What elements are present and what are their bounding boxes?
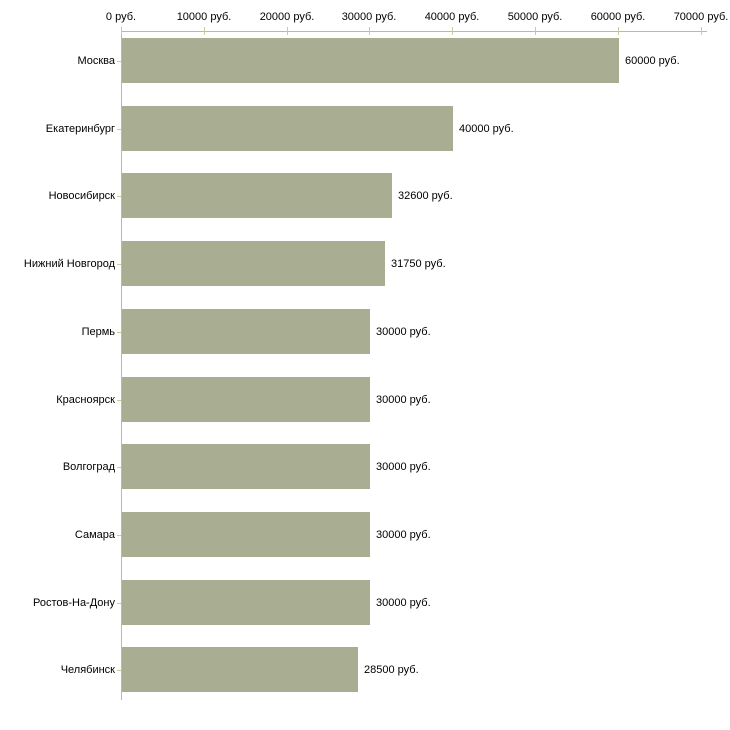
- y-tick-mark: [117, 264, 121, 265]
- x-tick-mark: [287, 27, 288, 35]
- x-tick-mark: [701, 27, 702, 35]
- x-tick-label: 20000 руб.: [259, 11, 315, 23]
- value-label: 40000 руб.: [459, 123, 514, 135]
- y-tick-mark: [117, 129, 121, 130]
- value-label: 28500 руб.: [364, 664, 419, 676]
- bar: [122, 309, 370, 354]
- bar: [122, 377, 370, 422]
- x-tick-label: 60000 руб.: [590, 11, 646, 23]
- x-tick-label: 0 руб.: [105, 11, 137, 23]
- y-tick-mark: [117, 670, 121, 671]
- y-axis-line: [121, 31, 122, 700]
- bar: [122, 38, 619, 83]
- value-label: 30000 руб.: [376, 529, 431, 541]
- category-label: Самара: [74, 529, 115, 541]
- category-label: Красноярск: [56, 394, 115, 406]
- y-tick-mark: [117, 535, 121, 536]
- x-tick-label: 50000 руб.: [507, 11, 563, 23]
- y-tick-mark: [117, 196, 121, 197]
- x-tick-label: 10000 руб.: [176, 11, 232, 23]
- category-label: Ростов-На-Дону: [32, 597, 115, 609]
- x-tick-mark: [535, 27, 536, 35]
- x-tick-mark: [618, 27, 619, 35]
- bar: [122, 241, 385, 286]
- y-tick-mark: [117, 603, 121, 604]
- bar: [122, 106, 453, 151]
- value-label: 60000 руб.: [625, 55, 680, 67]
- y-tick-mark: [117, 467, 121, 468]
- category-label: Пермь: [81, 326, 115, 338]
- category-label: Москва: [77, 55, 115, 67]
- x-tick-mark: [121, 27, 122, 35]
- x-tick-mark: [452, 27, 453, 35]
- y-tick-mark: [117, 332, 121, 333]
- x-tick-label: 30000 руб.: [341, 11, 397, 23]
- y-tick-mark: [117, 400, 121, 401]
- bar: [122, 173, 392, 218]
- category-label: Нижний Новгород: [23, 258, 115, 270]
- value-label: 31750 руб.: [391, 258, 446, 270]
- value-label: 30000 руб.: [376, 394, 431, 406]
- y-tick-mark: [117, 61, 121, 62]
- bar: [122, 647, 358, 692]
- x-tick-mark: [369, 27, 370, 35]
- category-label: Челябинск: [60, 664, 115, 676]
- category-label: Екатеринбург: [45, 123, 115, 135]
- value-label: 30000 руб.: [376, 597, 431, 609]
- bar: [122, 580, 370, 625]
- bar: [122, 444, 370, 489]
- category-label: Новосибирск: [48, 190, 115, 202]
- x-tick-label: 40000 руб.: [424, 11, 480, 23]
- value-label: 32600 руб.: [398, 190, 453, 202]
- x-tick-label: 70000 руб.: [673, 11, 729, 23]
- bar: [122, 512, 370, 557]
- x-tick-mark: [204, 27, 205, 35]
- value-label: 30000 руб.: [376, 326, 431, 338]
- x-axis-line: [121, 31, 707, 32]
- value-label: 30000 руб.: [376, 461, 431, 473]
- category-label: Волгоград: [62, 461, 115, 473]
